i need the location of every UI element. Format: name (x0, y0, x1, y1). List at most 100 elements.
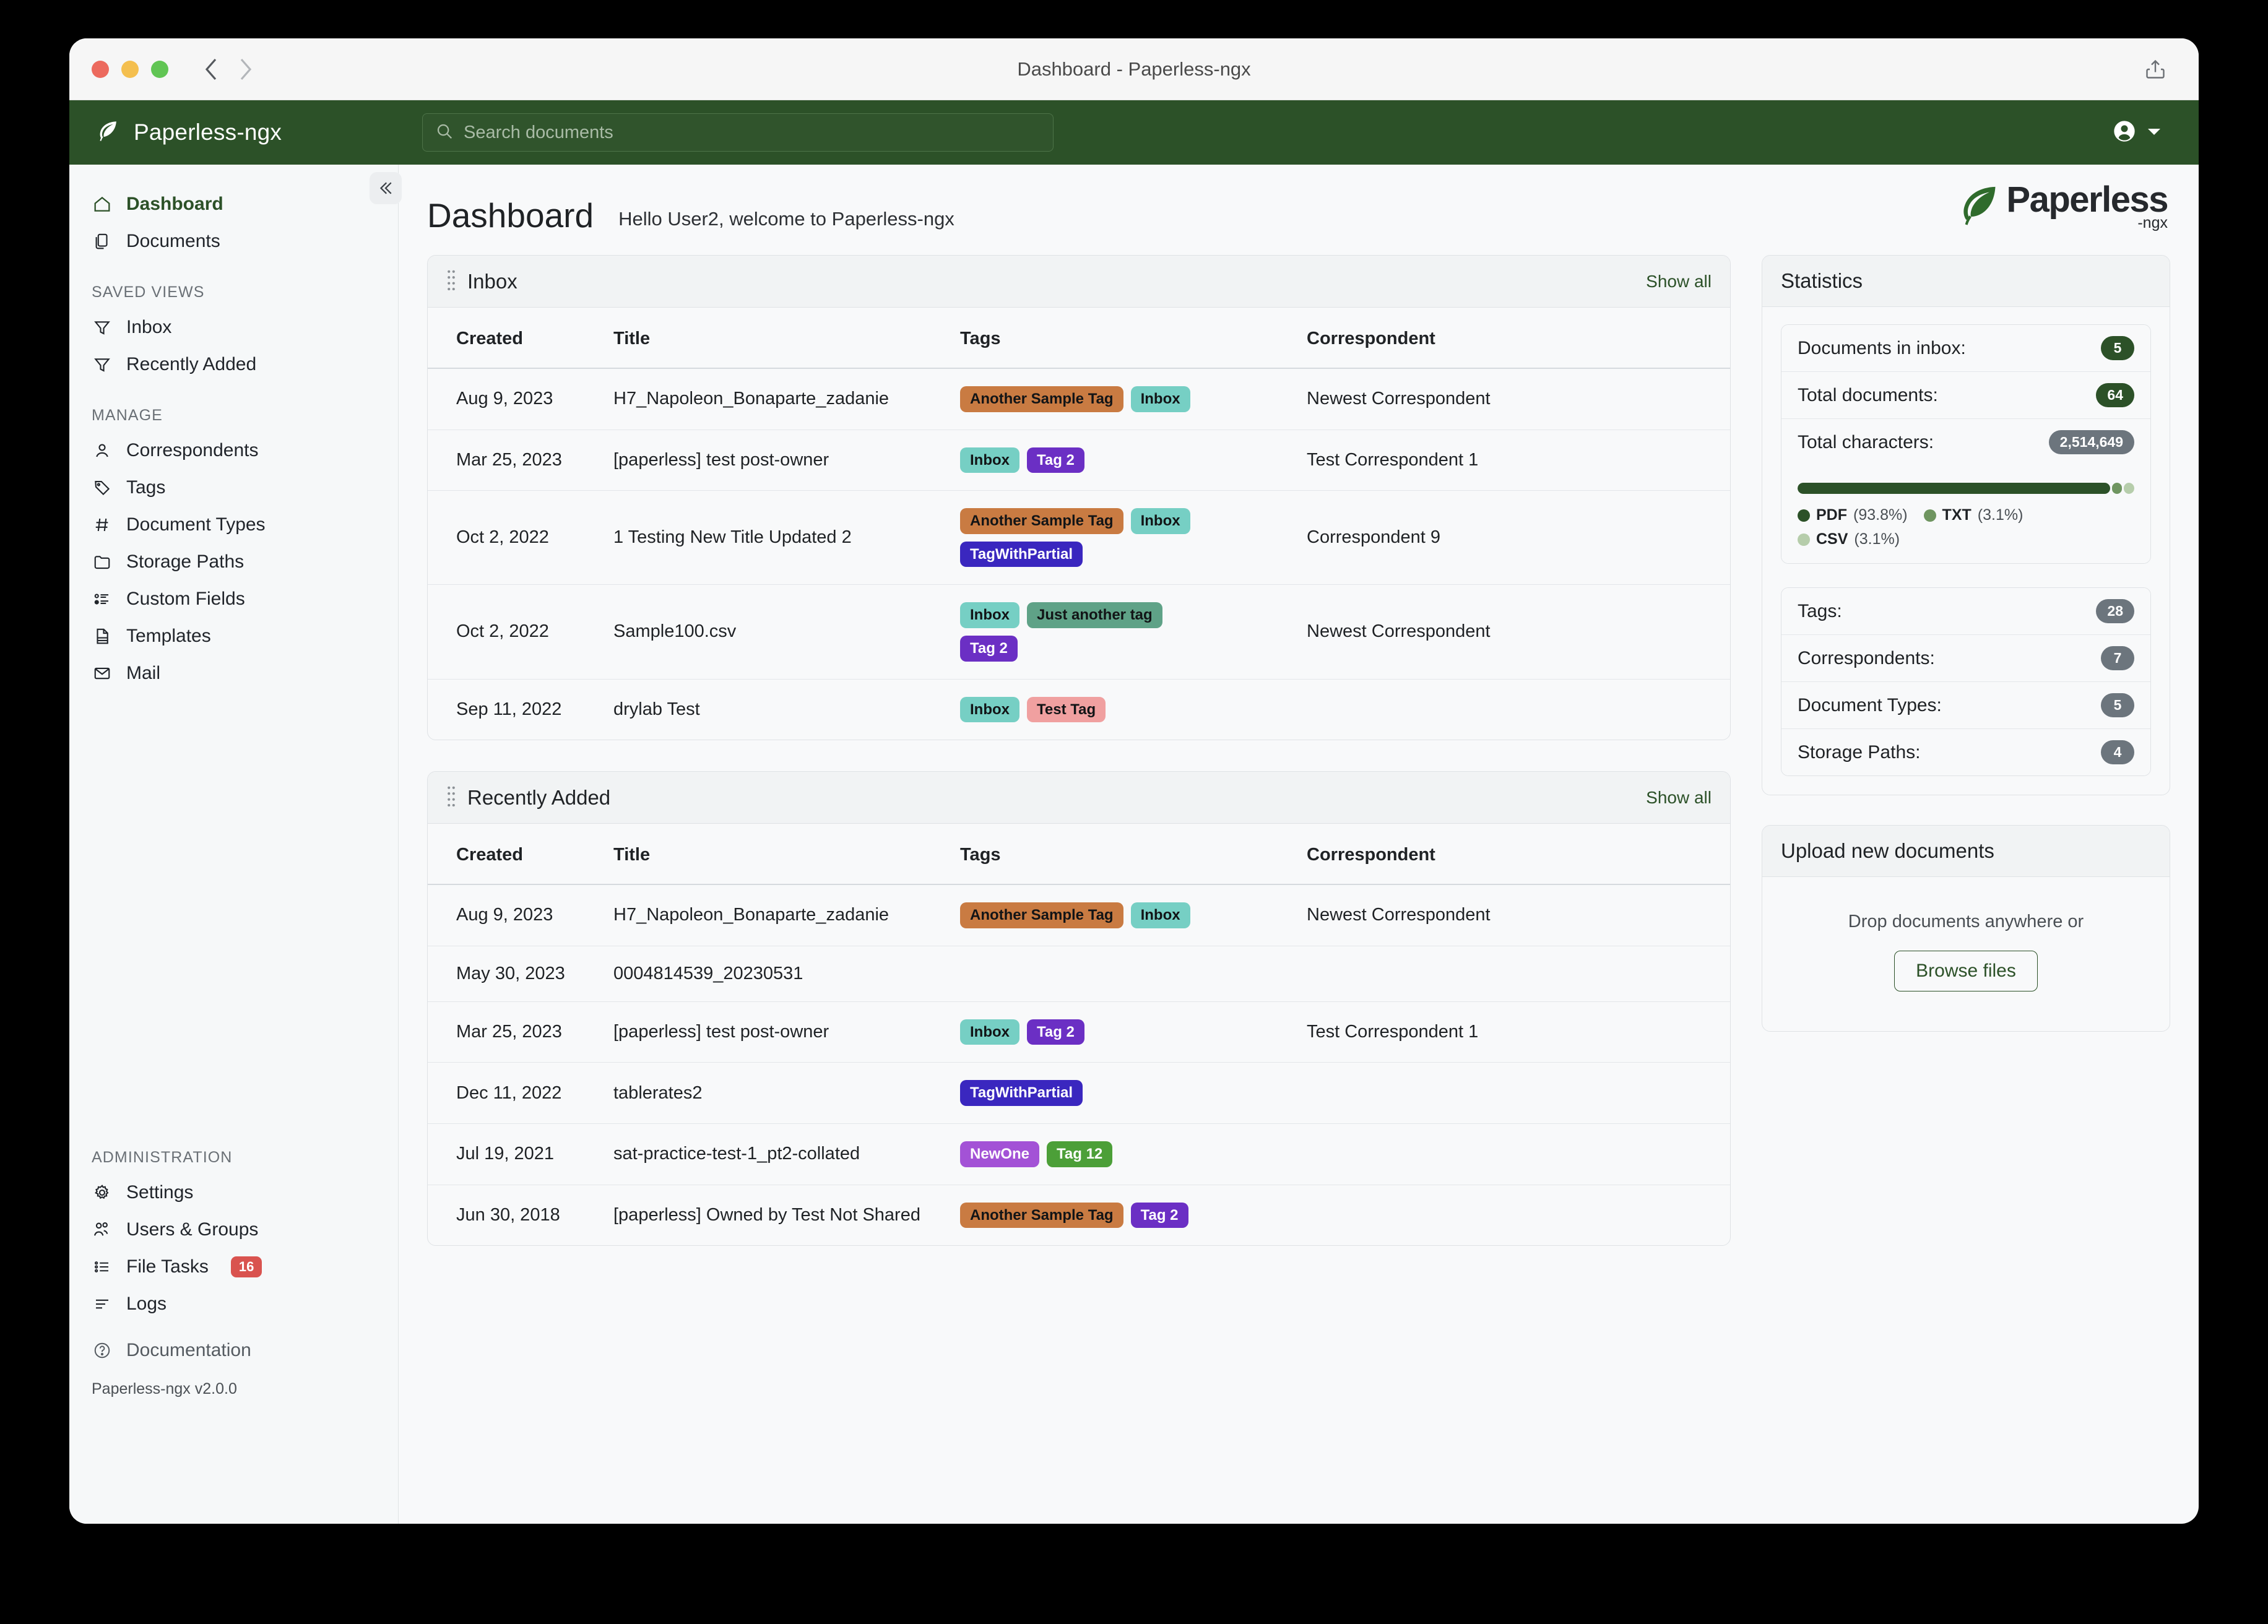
cell-title[interactable]: H7_Napoleon_Bonaparte_zadanie (613, 368, 960, 430)
page-header: Dashboard Hello User2, welcome to Paperl… (427, 181, 2170, 245)
sidebar-item-dashboard[interactable]: Dashboard (69, 186, 398, 223)
cell-title[interactable]: [paperless] test post-owner (613, 1001, 960, 1063)
sidebar-item-correspondents[interactable]: Correspondents (69, 432, 398, 469)
user-circle-icon[interactable] (2112, 119, 2137, 147)
brand[interactable]: Paperless-ngx (94, 118, 422, 147)
recently-added-card-header: Recently Added Show all (428, 772, 1730, 824)
sidebar-item-file-tasks[interactable]: File Tasks 16 (69, 1248, 398, 1285)
sidebar-item-logs[interactable]: Logs (69, 1285, 398, 1323)
tag-chip[interactable]: Tag 2 (960, 635, 1018, 662)
share-icon[interactable] (2140, 54, 2170, 84)
table-row[interactable]: Sep 11, 2022 drylab Test Inbox Test Tag (428, 679, 1730, 740)
cell-title[interactable]: 0004814539_20230531 (613, 946, 960, 1002)
sidebar-item-label: Documentation (126, 1340, 251, 1360)
table-row[interactable]: Jul 19, 2021 sat-practice-test-1_pt2-coll… (428, 1123, 1730, 1185)
cell-title[interactable]: [paperless] Owned by Test Not Shared (613, 1204, 920, 1225)
table-row[interactable]: Aug 9, 2023 H7_Napoleon_Bonaparte_zadanie… (428, 884, 1730, 946)
tag-chip[interactable]: TagWithPartial (960, 541, 1083, 568)
table-row[interactable]: Jun 30, 2018 [paperless] Owned by Test No… (428, 1185, 1730, 1245)
tag-chip[interactable]: Inbox (1130, 386, 1190, 412)
tag-chip[interactable]: Inbox (960, 696, 1019, 723)
sidebar-item-settings[interactable]: Settings (69, 1174, 398, 1211)
legend-dot-icon (1923, 509, 1936, 522)
tag-chip[interactable]: Tag 12 (1047, 1141, 1113, 1167)
cell-created: Mar 25, 2023 (428, 430, 613, 491)
close-window-button[interactable] (92, 60, 109, 78)
table-row[interactable]: Oct 2, 2022 Sample100.csv Inbox Just anothe… (428, 584, 1730, 680)
table-row[interactable]: Oct 2, 2022 1 Testing New Title Updated 2… (428, 490, 1730, 585)
cell-title[interactable]: [paperless] test post-owner (613, 430, 960, 491)
browse-files-button[interactable]: Browse files (1894, 951, 2038, 991)
recently-added-show-all-link[interactable]: Show all (1646, 787, 1712, 807)
tag-chip[interactable]: Another Sample Tag (960, 902, 1123, 928)
account-menu[interactable] (2112, 119, 2162, 147)
table-header-row: Created Title Tags Correspondent (428, 308, 1730, 369)
sidebar-item-documentation[interactable]: Documentation (69, 1323, 398, 1369)
tag-chip[interactable]: Inbox (960, 1019, 1019, 1045)
sidebar-item-label: Settings (126, 1182, 194, 1203)
inbox-show-all-link[interactable]: Show all (1646, 271, 1712, 291)
chevron-down-icon[interactable] (2147, 124, 2162, 142)
tag-chip[interactable]: Tag 2 (1027, 447, 1084, 473)
search-box[interactable] (422, 113, 1054, 152)
cell-title[interactable]: H7_Napoleon_Bonaparte_zadanie (613, 884, 960, 946)
drag-handle-icon[interactable] (446, 269, 456, 293)
sidebar-item-label: Templates (126, 626, 211, 646)
sidebar-item-storage-paths[interactable]: Storage Paths (69, 543, 398, 581)
window-controls[interactable] (92, 60, 168, 78)
minimize-window-button[interactable] (121, 60, 139, 78)
sidebar-item-recently-added[interactable]: Recently Added (69, 346, 398, 383)
table-row[interactable]: Mar 25, 2023 [paperless] test post-owner I… (428, 430, 1730, 491)
forward-icon[interactable] (238, 57, 254, 82)
cell-title[interactable]: sat-practice-test-1_pt2-collated (613, 1123, 960, 1185)
sidebar-item-users-groups[interactable]: Users & Groups (69, 1211, 398, 1248)
tag-chip[interactable]: Inbox (1130, 902, 1190, 928)
inbox-card: Inbox Show all Created Title Tags Corres… (427, 255, 1731, 741)
cell-correspondent: Correspondent 9 (1307, 490, 1730, 585)
cell-title[interactable]: 1 Testing New Title Updated 2 (613, 490, 960, 585)
back-icon[interactable] (203, 57, 219, 82)
cell-title[interactable]: drylab Test (613, 699, 700, 719)
tag-chip[interactable]: Inbox (1130, 508, 1190, 534)
cell-correspondent: Newest Correspondent (1307, 584, 1730, 680)
cell-tags: Another Sample Tag Inbox TagWithPartial (960, 490, 1307, 585)
table-row[interactable]: Dec 11, 2022 tablerates2 TagWithPartial (428, 1062, 1730, 1124)
tag-chip[interactable]: Test Tag (1027, 696, 1106, 723)
cell-title[interactable]: tablerates2 (613, 1062, 960, 1124)
table-row[interactable]: May 30, 2023 0004814539_20230531 (428, 946, 1730, 1002)
tag-chip[interactable]: Tag 2 (1027, 1019, 1084, 1045)
upload-dropzone[interactable]: Drop documents anywhere or Browse files (1762, 877, 2170, 1031)
search-input[interactable] (464, 122, 1041, 143)
sidebar-collapse-button[interactable] (370, 172, 402, 204)
statistic-value-badge: 5 (2101, 336, 2134, 360)
cell-tags: Another Sample Tag Inbox (960, 368, 1307, 430)
tag-chip[interactable]: Inbox (960, 602, 1019, 628)
browser-nav[interactable] (203, 57, 254, 82)
tag-chip[interactable]: Another Sample Tag (960, 1202, 1123, 1229)
tag-chip[interactable]: NewOne (960, 1141, 1040, 1167)
cell-correspondent (1307, 679, 1730, 740)
drag-handle-icon[interactable] (446, 785, 456, 810)
tag-chip[interactable]: Another Sample Tag (960, 508, 1123, 534)
tag-chip[interactable]: Inbox (960, 447, 1019, 473)
sidebar-item-custom-fields[interactable]: Custom Fields (69, 581, 398, 618)
sidebar-item-label: Custom Fields (126, 589, 245, 609)
table-row[interactable]: Aug 9, 2023 H7_Napoleon_Bonaparte_zadanie… (428, 368, 1730, 430)
sidebar-item-documents[interactable]: Documents (69, 223, 398, 260)
tag-chip[interactable]: Just another tag (1027, 602, 1162, 628)
sidebar-item-document-types[interactable]: Document Types (69, 506, 398, 543)
leaf-logo-icon (1954, 182, 2001, 232)
table-row[interactable]: Mar 25, 2023 [paperless] test post-owner I… (428, 1001, 1730, 1063)
sidebar-item-templates[interactable]: Templates (69, 618, 398, 655)
cell-tags: TagWithPartial (960, 1062, 1307, 1124)
maximize-window-button[interactable] (151, 60, 168, 78)
sidebar-item-tags[interactable]: Tags (69, 469, 398, 506)
tag-chip[interactable]: TagWithPartial (960, 1080, 1083, 1106)
tag-chip[interactable]: Tag 2 (1130, 1202, 1188, 1229)
sidebar-item-inbox[interactable]: Inbox (69, 309, 398, 346)
question-circle-icon (92, 1340, 113, 1361)
sidebar-item-mail[interactable]: Mail (69, 655, 398, 692)
tag-chip[interactable]: Another Sample Tag (960, 386, 1123, 412)
cell-title[interactable]: Sample100.csv (613, 584, 960, 680)
cell-correspondent: Test Correspondent 1 (1307, 1001, 1730, 1063)
